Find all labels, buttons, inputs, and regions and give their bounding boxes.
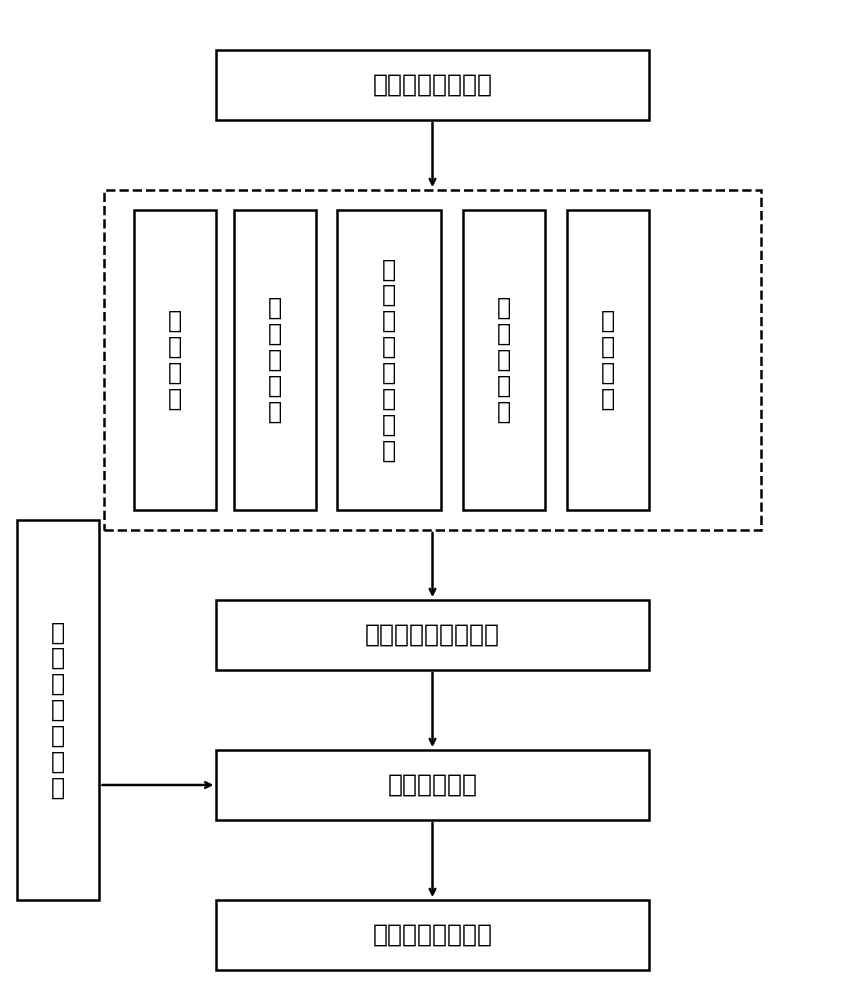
Text: 其
他
负
荷: 其 他 负 荷 [600,309,615,411]
Text: 重
要
负
荷: 重 要 负 荷 [168,309,183,411]
Text: 负荷规律分析与建模: 负荷规律分析与建模 [365,623,500,647]
FancyBboxPatch shape [17,520,99,900]
Text: 微
电
网
能
量
管
理: 微 电 网 能 量 管 理 [51,620,66,800]
FancyBboxPatch shape [216,750,649,820]
FancyBboxPatch shape [463,210,545,510]
Text: 微电网中负荷分类: 微电网中负荷分类 [373,73,492,97]
FancyBboxPatch shape [567,210,649,510]
FancyBboxPatch shape [337,210,441,510]
FancyBboxPatch shape [216,900,649,970]
Text: 可
中
断
负
荷: 可 中 断 负 荷 [497,296,511,424]
FancyBboxPatch shape [234,210,316,510]
FancyBboxPatch shape [134,210,216,510]
Text: 负荷管理目标: 负荷管理目标 [388,773,477,797]
Text: 电
动
汽
车
充
电
负
荷: 电 动 汽 车 充 电 负 荷 [382,257,396,463]
Text: 各类负荷管理策略: 各类负荷管理策略 [373,923,492,947]
FancyBboxPatch shape [216,600,649,670]
FancyBboxPatch shape [216,50,649,120]
Text: 可
转
移
负
荷: 可 转 移 负 荷 [267,296,282,424]
